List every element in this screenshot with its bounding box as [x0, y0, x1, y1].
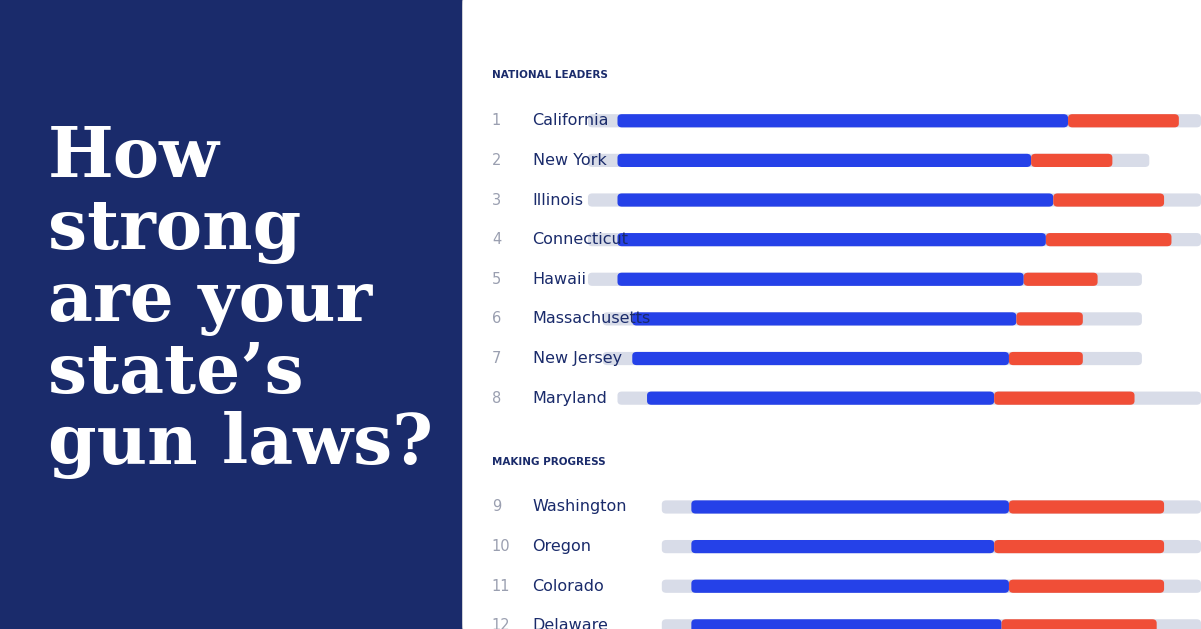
Text: Maryland: Maryland	[532, 391, 608, 406]
FancyBboxPatch shape	[617, 272, 1023, 286]
FancyBboxPatch shape	[1068, 114, 1179, 127]
Text: 12: 12	[492, 618, 510, 629]
FancyBboxPatch shape	[588, 114, 1201, 127]
FancyBboxPatch shape	[662, 540, 1201, 553]
Text: Colorado: Colorado	[532, 579, 604, 594]
Text: 4: 4	[492, 232, 501, 247]
FancyBboxPatch shape	[662, 619, 1201, 629]
FancyBboxPatch shape	[632, 352, 1009, 365]
FancyBboxPatch shape	[1046, 233, 1171, 246]
Text: Washington: Washington	[532, 499, 627, 515]
FancyBboxPatch shape	[632, 312, 1016, 325]
Text: 3: 3	[492, 192, 501, 208]
Text: New Jersey: New Jersey	[532, 351, 622, 366]
FancyBboxPatch shape	[617, 233, 1046, 246]
Text: 11: 11	[492, 579, 510, 594]
Text: NATIONAL LEADERS: NATIONAL LEADERS	[492, 70, 608, 81]
FancyBboxPatch shape	[692, 579, 1009, 593]
Text: Connecticut: Connecticut	[532, 232, 628, 247]
FancyBboxPatch shape	[1053, 193, 1164, 206]
Text: Massachusetts: Massachusetts	[532, 311, 651, 326]
Text: Illinois: Illinois	[532, 192, 584, 208]
FancyBboxPatch shape	[588, 153, 1149, 167]
Text: 1: 1	[492, 113, 501, 128]
FancyBboxPatch shape	[603, 312, 1142, 325]
Text: 6: 6	[492, 311, 501, 326]
Text: California: California	[532, 113, 609, 128]
FancyBboxPatch shape	[1009, 579, 1164, 593]
Text: Delaware: Delaware	[532, 618, 609, 629]
Text: 10: 10	[492, 539, 510, 554]
FancyBboxPatch shape	[588, 193, 1201, 206]
FancyBboxPatch shape	[603, 352, 1142, 365]
FancyBboxPatch shape	[617, 391, 1201, 404]
FancyBboxPatch shape	[1002, 619, 1157, 629]
FancyBboxPatch shape	[692, 619, 1002, 629]
FancyBboxPatch shape	[662, 500, 1201, 513]
FancyBboxPatch shape	[1009, 352, 1083, 365]
Text: New York: New York	[532, 153, 607, 168]
FancyBboxPatch shape	[462, 0, 1201, 629]
FancyBboxPatch shape	[994, 540, 1164, 553]
Text: How
strong
are your
state’s
gun laws?: How strong are your state’s gun laws?	[48, 125, 434, 479]
Text: 7: 7	[492, 351, 501, 366]
FancyBboxPatch shape	[588, 272, 1142, 286]
Text: Oregon: Oregon	[532, 539, 592, 554]
FancyBboxPatch shape	[692, 540, 994, 553]
Text: Hawaii: Hawaii	[532, 272, 586, 287]
Text: 9: 9	[492, 499, 501, 515]
FancyBboxPatch shape	[692, 500, 1009, 513]
FancyBboxPatch shape	[1032, 153, 1112, 167]
FancyBboxPatch shape	[617, 114, 1068, 127]
Text: 8: 8	[492, 391, 501, 406]
Text: 5: 5	[492, 272, 501, 287]
FancyBboxPatch shape	[588, 233, 1201, 246]
Text: 2: 2	[492, 153, 501, 168]
Text: MAKING PROGRESS: MAKING PROGRESS	[492, 457, 605, 467]
FancyBboxPatch shape	[617, 153, 1032, 167]
FancyBboxPatch shape	[994, 391, 1135, 404]
FancyBboxPatch shape	[1023, 272, 1098, 286]
FancyBboxPatch shape	[1009, 500, 1164, 513]
FancyBboxPatch shape	[617, 193, 1053, 206]
FancyBboxPatch shape	[662, 579, 1201, 593]
FancyBboxPatch shape	[647, 391, 994, 404]
FancyBboxPatch shape	[1016, 312, 1083, 325]
